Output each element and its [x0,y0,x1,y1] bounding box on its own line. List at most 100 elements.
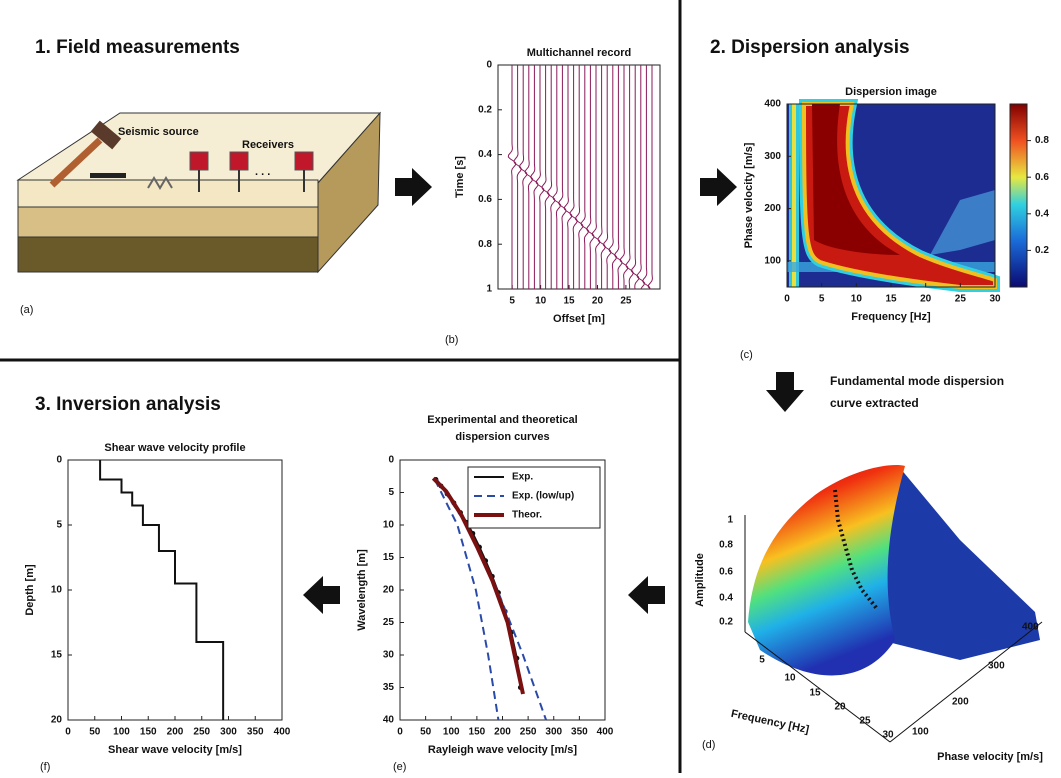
y-tick-label: 20 [51,715,63,726]
y-tick-label: 0.8 [478,239,492,250]
x-tick-label: 0 [397,727,403,738]
legend-label: Exp. [512,472,533,483]
x-axis-label: Rayleigh wave velocity [m/s] [428,744,578,756]
colorbar-tick-label: 0.8 [1035,135,1049,146]
surface-tick-label: 200 [952,697,969,708]
x-tick-label: 200 [494,727,511,738]
y-tick-label: 200 [764,203,781,214]
trace [570,65,578,289]
trace [559,65,567,289]
y-tick-label: 15 [383,552,395,563]
x-tick-label: 5 [819,294,825,305]
y-tick-label: 20 [383,585,395,596]
x-tick-label: 15 [563,296,575,307]
source-label: Seismic source [118,126,199,138]
trace [575,65,582,289]
surface-tick-label: 0.8 [719,540,733,551]
surface-tick-label: 400 [1022,622,1039,633]
y-tick-label: 300 [764,151,781,162]
surface-tick-label: 20 [834,702,846,713]
chart-title: Multichannel record [527,47,632,59]
x-tick-label: 150 [140,727,157,738]
series-line [100,460,223,720]
trace [648,65,652,289]
dispersion-image [787,104,995,287]
trace [637,65,644,289]
surface-tick-label: 30 [882,730,894,741]
trace [643,65,651,289]
y-tick-label: 40 [383,715,395,726]
legend-label: Exp. (low/up) [512,491,574,502]
arrow [700,168,737,206]
y-tick-label: 0.2 [478,104,492,115]
surface-axis-label: Phase velocity [m/s] [937,751,1043,763]
surface-tick-label: 0.2 [719,617,733,628]
y-tick-label: 100 [764,255,781,266]
y-tick-label: 5 [56,520,62,531]
trace [631,65,638,289]
y-axis-label: Time [s] [454,156,466,198]
surface-axis-label: Frequency [Hz] [730,708,811,736]
y-tick-label: 1 [486,284,492,295]
trace [592,65,599,289]
y-tick-label: 25 [383,617,395,628]
trace [587,65,595,289]
surface-tick-label: 25 [859,716,871,727]
trace [626,65,634,289]
y-tick-label: 0.4 [478,149,492,160]
trace [609,65,616,289]
x-tick-label: 50 [89,727,101,738]
y-tick-label: 15 [51,650,63,661]
y-tick-label: 35 [383,682,395,693]
arrow [766,372,804,412]
ellipsis: . . . [255,166,270,178]
colorbar-tick-label: 0.6 [1035,172,1049,183]
x-tick-label: 15 [885,294,897,305]
y-tick-label: 0 [388,455,394,466]
surface-tick-label: 5 [759,655,765,666]
note: curve extracted [830,396,919,410]
trace [531,65,539,289]
trace [598,65,606,289]
plot-frame [68,460,282,720]
chart-title: Shear wave velocity profile [104,442,245,454]
trace [542,65,550,289]
x-tick-label: 150 [469,727,486,738]
x-tick-label: 30 [989,294,1001,305]
x-tick-label: 100 [443,727,460,738]
x-tick-label: 10 [851,294,863,305]
arrow [303,576,340,614]
y-tick-label: 5 [388,487,394,498]
x-tick-label: 20 [592,296,604,307]
y-tick-label: 0 [486,60,492,71]
y-axis-label: Wavelength [m] [356,549,368,631]
trace [547,65,554,289]
x-tick-label: 400 [274,727,291,738]
figure: 1. Field measurements 2. Dispersion anal… [0,0,1061,773]
receivers-label: Receivers [242,139,294,151]
panel-tag: (d) [702,739,715,751]
x-tick-label: 100 [113,727,130,738]
trace [564,65,571,289]
section-title: 3. Inversion analysis [35,394,221,415]
colorbar [1010,104,1027,287]
x-tick-label: 5 [509,296,515,307]
surface [745,465,1042,742]
x-tick-label: 50 [420,727,432,738]
trace [553,65,560,289]
y-tick-label: 400 [764,99,781,110]
trace [514,65,522,289]
x-tick-label: 0 [65,727,71,738]
surface-tick-label: 300 [988,661,1005,672]
panel-tag: (e) [393,761,406,773]
y-tick-label: 0.6 [478,194,492,205]
section-title: 2. Dispersion analysis [710,37,910,58]
x-tick-label: 25 [620,296,632,307]
y-tick-label: 10 [383,520,395,531]
trace [525,65,532,289]
surface-tick-label: 100 [912,727,929,738]
x-tick-label: 10 [535,296,547,307]
chart-title: dispersion curves [455,431,549,443]
panel-tag: (f) [40,761,50,773]
y-tick-label: 30 [383,650,395,661]
